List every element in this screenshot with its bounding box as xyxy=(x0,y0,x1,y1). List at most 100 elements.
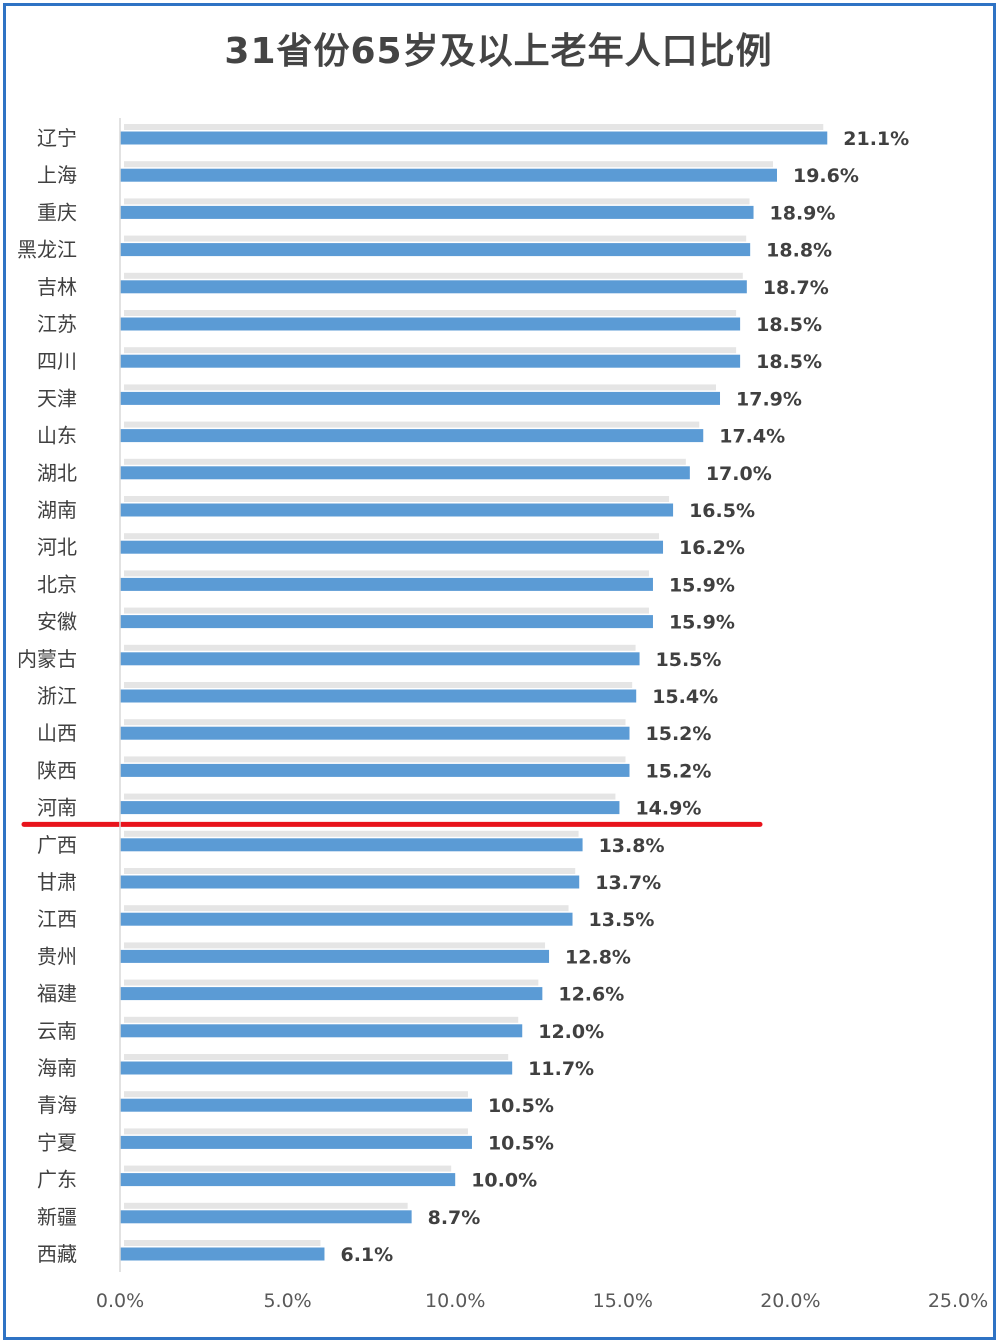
bar-shadow xyxy=(124,868,576,874)
bar xyxy=(120,615,653,629)
value-label: 15.2% xyxy=(646,760,712,782)
chart-frame xyxy=(3,3,996,1340)
category-label: 甘肃 xyxy=(37,870,77,894)
x-tick-label: 20.0% xyxy=(760,1290,820,1312)
value-label: 11.7% xyxy=(528,1058,594,1080)
bar-shadow xyxy=(124,421,700,428)
bar-shadow xyxy=(124,161,773,168)
bar-shadow xyxy=(124,644,636,651)
bar-shadow xyxy=(124,756,626,763)
bar xyxy=(120,205,754,219)
bar-shadow xyxy=(124,1128,468,1135)
bar xyxy=(120,875,580,889)
category-label: 西藏 xyxy=(37,1242,77,1266)
bar xyxy=(120,652,640,666)
value-label: 16.5% xyxy=(689,500,755,522)
bar xyxy=(120,949,550,963)
bar xyxy=(120,429,704,443)
category-label: 浙江 xyxy=(37,684,77,708)
value-label: 13.7% xyxy=(595,872,661,894)
bar-shadow xyxy=(124,496,670,502)
bar-shadow xyxy=(124,1165,452,1172)
bar xyxy=(120,726,630,740)
x-tick-label: 15.0% xyxy=(593,1290,653,1312)
x-tick-label: 0.0% xyxy=(96,1290,144,1312)
bar xyxy=(120,466,690,480)
bar-shadow xyxy=(124,942,546,949)
bar xyxy=(120,838,583,852)
bar xyxy=(120,1173,456,1187)
value-label: 12.6% xyxy=(558,984,624,1006)
bar xyxy=(120,540,664,554)
value-label: 15.4% xyxy=(652,686,718,708)
category-label: 青海 xyxy=(37,1093,77,1117)
category-label: 陕西 xyxy=(37,758,77,782)
category-label: 河南 xyxy=(37,796,77,820)
value-label: 14.9% xyxy=(635,798,701,820)
value-label: 10.5% xyxy=(488,1095,554,1117)
bar xyxy=(120,168,777,182)
category-label: 四川 xyxy=(37,349,77,373)
value-label: 18.8% xyxy=(766,240,832,262)
value-label: 17.9% xyxy=(736,388,802,410)
bar xyxy=(120,1135,472,1149)
category-label: 上海 xyxy=(37,163,77,187)
bar-shadow xyxy=(124,1016,519,1023)
x-tick-label: 25.0% xyxy=(928,1290,988,1312)
value-label: 6.1% xyxy=(340,1244,393,1266)
category-label: 福建 xyxy=(37,982,77,1006)
bar-shadow xyxy=(124,719,626,726)
x-tick-label: 5.0% xyxy=(263,1290,311,1312)
bar xyxy=(120,391,721,405)
bar xyxy=(120,1024,523,1038)
category-label: 海南 xyxy=(37,1056,77,1080)
value-label: 10.5% xyxy=(488,1132,554,1154)
bar xyxy=(120,801,620,815)
value-label: 18.7% xyxy=(763,277,829,299)
bar-shadow xyxy=(124,979,539,986)
bar-shadow xyxy=(124,347,737,354)
category-label: 广西 xyxy=(37,833,77,857)
value-label: 13.8% xyxy=(599,835,665,857)
category-label: 宁夏 xyxy=(37,1130,77,1154)
bar-shadow xyxy=(124,198,750,205)
category-label: 辽宁 xyxy=(37,126,77,150)
bar-shadow xyxy=(124,124,824,130)
category-label: 黑龙江 xyxy=(17,238,77,262)
bar-shadow xyxy=(124,458,686,465)
category-label: 江西 xyxy=(37,907,77,931)
value-label: 21.1% xyxy=(843,128,909,150)
value-label: 18.5% xyxy=(756,351,822,373)
bar xyxy=(120,912,573,926)
category-label: 山东 xyxy=(37,424,77,448)
value-label: 17.0% xyxy=(706,463,772,485)
category-label: 吉林 xyxy=(37,275,77,299)
category-label: 江苏 xyxy=(37,312,77,336)
value-label: 15.5% xyxy=(656,649,722,671)
bar-shadow xyxy=(124,607,649,614)
x-axis: 0.0% 5.0% 10.0% 15.0% 20.0% 25.0% xyxy=(96,118,988,1312)
bar xyxy=(120,987,543,1001)
bar-shadow xyxy=(124,830,579,837)
value-label: 18.5% xyxy=(756,314,822,336)
category-label: 河北 xyxy=(37,535,77,559)
value-label: 15.9% xyxy=(669,612,735,634)
bar-shadow xyxy=(124,235,747,242)
bars-layer xyxy=(21,124,828,1261)
value-labels: 21.1% 19.6% 18.9% 18.8% 18.7% 18.5% 18.5% 17.9%… xyxy=(340,128,909,1266)
value-label: 13.5% xyxy=(589,909,655,931)
value-label: 19.6% xyxy=(793,165,859,187)
bar xyxy=(120,577,653,591)
bar-shadow xyxy=(124,1091,468,1098)
value-label: 18.9% xyxy=(770,202,836,224)
category-label: 广东 xyxy=(37,1168,77,1192)
bar xyxy=(120,243,751,257)
category-label: 湖南 xyxy=(37,498,77,522)
category-label: 安徽 xyxy=(37,610,77,634)
bar xyxy=(120,689,637,703)
bar xyxy=(120,131,828,145)
value-label: 17.4% xyxy=(719,426,785,448)
bar xyxy=(120,317,741,331)
bar xyxy=(120,354,741,368)
